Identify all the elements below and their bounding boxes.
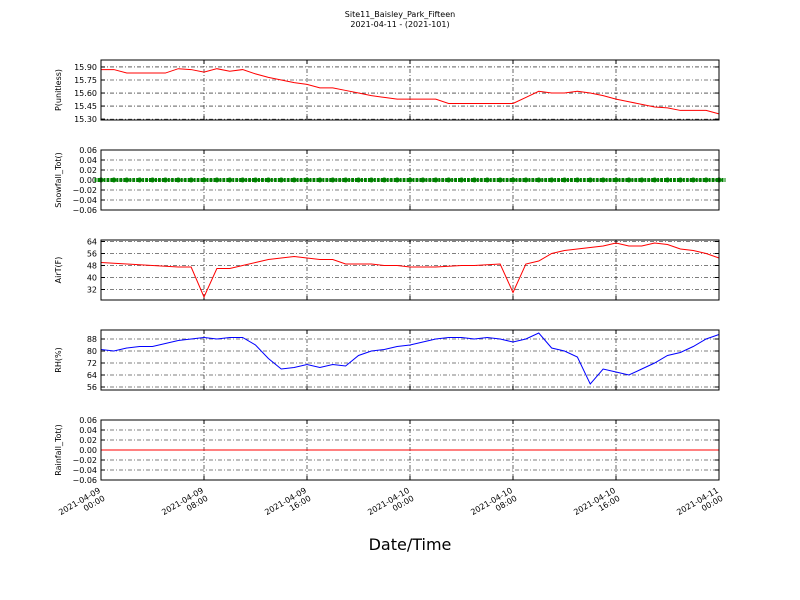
data-point xyxy=(626,177,632,183)
y-tick-label: 0.06 xyxy=(79,146,97,155)
y-tick-label: 0.04 xyxy=(79,156,97,165)
data-point xyxy=(703,177,709,183)
y-tick-label: 0.02 xyxy=(79,166,97,175)
data-point xyxy=(433,177,439,183)
data-point xyxy=(162,177,168,183)
y-tick-label: 32 xyxy=(87,286,97,295)
y-tick-label: 0.00 xyxy=(79,176,97,185)
data-point xyxy=(356,177,361,183)
data-point xyxy=(150,177,155,183)
y-tick-label: 64 xyxy=(87,238,97,247)
data-point xyxy=(420,177,426,183)
y-tick-label: 15.60 xyxy=(74,89,97,98)
y-axis-label: AirT(F) xyxy=(54,257,63,284)
y-tick-label: −0.02 xyxy=(72,186,97,195)
y-axis-label: Snowfall_Tot() xyxy=(54,152,63,208)
plot-frame xyxy=(100,149,720,211)
data-point xyxy=(291,177,297,183)
data-point xyxy=(278,177,284,183)
y-tick-label: 0.02 xyxy=(79,436,97,445)
data-point xyxy=(562,177,567,183)
y-tick-label: 88 xyxy=(87,335,97,344)
data-point xyxy=(574,177,580,183)
plot-frame xyxy=(100,239,720,301)
data-point xyxy=(446,177,452,183)
data-point xyxy=(368,177,374,183)
data-line xyxy=(101,68,720,115)
y-tick-label: 72 xyxy=(87,359,97,368)
data-point xyxy=(330,177,336,183)
chart-title: Site11_Baisley_Park_Fifteen xyxy=(345,10,455,19)
y-tick-label: 40 xyxy=(87,274,97,283)
data-point xyxy=(111,177,117,183)
y-tick-label: 0.04 xyxy=(79,426,97,435)
data-point xyxy=(137,177,143,183)
y-tick-label: 0.00 xyxy=(79,446,97,455)
y-tick-label: 15.90 xyxy=(74,63,97,72)
data-point xyxy=(265,177,271,183)
y-tick-label: 64 xyxy=(87,371,97,380)
data-point xyxy=(690,177,696,183)
data-point xyxy=(652,177,658,183)
data-point xyxy=(677,177,683,183)
y-tick-label: 15.75 xyxy=(74,76,97,85)
data-point xyxy=(407,177,413,183)
y-tick-label: −0.06 xyxy=(72,206,97,215)
data-point xyxy=(253,177,258,183)
data-point xyxy=(471,177,477,183)
data-point xyxy=(497,177,503,183)
y-tick-label: 80 xyxy=(87,347,97,356)
x-axis-label: Date/Time xyxy=(369,535,452,554)
y-axis-label: P(unitless) xyxy=(54,69,63,111)
data-point xyxy=(459,177,464,183)
y-tick-label: 15.30 xyxy=(74,115,97,124)
data-point xyxy=(484,177,490,183)
data-point xyxy=(613,177,619,183)
y-axis-label: Rainfall_Tot() xyxy=(54,424,63,476)
data-point xyxy=(523,177,529,183)
plot-frame xyxy=(100,419,720,481)
plot-frame xyxy=(100,329,720,391)
chart-subtitle: 2021-04-11 - (2021-101) xyxy=(350,20,449,29)
data-point xyxy=(240,177,246,183)
data-point xyxy=(188,177,194,183)
data-point xyxy=(381,177,387,183)
data-point xyxy=(665,177,670,183)
data-point xyxy=(227,177,233,183)
y-tick-label: 0.06 xyxy=(79,416,97,425)
data-point xyxy=(304,177,310,183)
plot-frame xyxy=(100,59,720,121)
y-tick-label: 48 xyxy=(87,262,97,271)
y-tick-label: 56 xyxy=(87,383,97,392)
data-point xyxy=(536,177,542,183)
y-tick-label: −0.04 xyxy=(72,196,97,205)
data-point xyxy=(587,177,593,183)
y-tick-label: −0.04 xyxy=(72,466,97,475)
y-tick-label: 15.45 xyxy=(74,102,97,111)
data-point xyxy=(639,177,645,183)
y-tick-label: −0.06 xyxy=(72,476,97,485)
data-point xyxy=(201,177,207,183)
y-tick-label: 56 xyxy=(87,250,97,259)
data-line xyxy=(100,332,720,385)
data-point xyxy=(214,177,220,183)
data-point xyxy=(317,177,323,183)
data-point xyxy=(124,177,130,183)
y-tick-label: −0.02 xyxy=(72,456,97,465)
data-point xyxy=(394,177,400,183)
data-line xyxy=(100,242,720,299)
data-point xyxy=(343,177,349,183)
data-point xyxy=(549,177,555,183)
data-point xyxy=(600,177,606,183)
y-axis-label: RH(%) xyxy=(54,347,63,372)
data-point xyxy=(510,177,516,183)
data-point xyxy=(175,177,181,183)
